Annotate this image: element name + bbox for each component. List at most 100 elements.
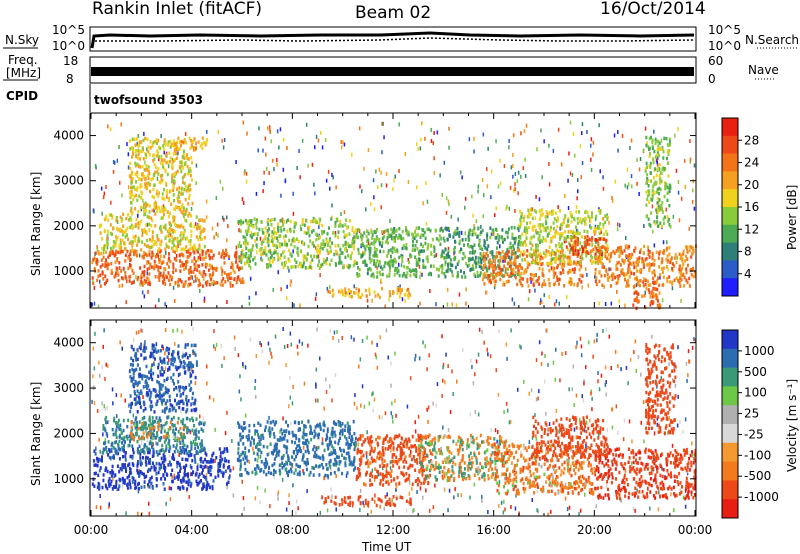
- data-cell: [578, 267, 581, 272]
- data-cell: [181, 192, 184, 196]
- data-cell: [148, 272, 151, 276]
- data-cell: [107, 262, 110, 267]
- data-cell: [92, 459, 95, 463]
- data-cell: [519, 263, 522, 267]
- data-cell: [147, 149, 150, 154]
- data-cell: [113, 456, 115, 460]
- data-cell: [271, 218, 273, 222]
- data-cell: [551, 257, 554, 261]
- data-cell: [405, 228, 408, 232]
- data-cell: [118, 246, 121, 250]
- data-cell: [156, 141, 159, 145]
- noise-cell: [140, 440, 143, 445]
- data-cell: [118, 261, 121, 265]
- noise-cell: [602, 328, 604, 333]
- data-cell: [526, 265, 529, 270]
- noise-cell: [421, 470, 424, 475]
- data-cell: [640, 270, 643, 274]
- noise-cell: [517, 223, 520, 228]
- data-cell: [182, 153, 185, 157]
- data-cell: [202, 257, 205, 261]
- data-cell: [91, 276, 94, 280]
- data-cell: [186, 260, 189, 264]
- noise-cell: [414, 429, 417, 434]
- data-cell: [674, 253, 677, 257]
- data-cell: [240, 250, 243, 255]
- data-cell: [141, 146, 144, 150]
- data-cell: [345, 233, 348, 238]
- data-cell: [183, 267, 186, 271]
- data-cell: [221, 283, 224, 287]
- data-cell: [418, 257, 421, 262]
- noise-cell: [385, 328, 388, 333]
- noise-cell: [332, 175, 334, 180]
- data-cell: [652, 276, 655, 280]
- data-cell: [110, 474, 113, 478]
- noise-cell: [177, 373, 180, 377]
- noise-cell: [452, 392, 454, 396]
- noise-cell: [605, 484, 608, 489]
- data-cell: [635, 277, 638, 282]
- data-cell: [323, 260, 326, 264]
- noise-cell: [693, 337, 695, 342]
- noise-cell: [184, 132, 187, 136]
- data-cell: [441, 249, 444, 253]
- data-cell: [340, 288, 343, 292]
- data-cell: [267, 262, 270, 267]
- noise-cell: [381, 466, 384, 470]
- colorbar-tick-label: 20: [744, 178, 759, 192]
- noise-cell: [125, 511, 127, 516]
- data-cell: [679, 284, 682, 288]
- data-cell: [137, 209, 140, 214]
- data-cell: [646, 197, 649, 202]
- data-cell: [486, 247, 489, 251]
- data-cell: [181, 154, 184, 159]
- noise-cell: [297, 506, 299, 511]
- noise-cell: [656, 422, 659, 427]
- data-cell: [564, 214, 567, 218]
- data-cell: [647, 184, 650, 188]
- noise-cell: [380, 170, 382, 175]
- data-cell: [155, 191, 158, 196]
- data-cell: [595, 214, 598, 219]
- data-cell: [141, 270, 144, 275]
- data-cell: [544, 226, 547, 231]
- data-cell: [101, 247, 104, 251]
- data-cell: [615, 267, 618, 271]
- data-cell: [157, 275, 160, 279]
- noise-cell: [414, 353, 417, 358]
- data-cell: [141, 149, 144, 153]
- data-cell: [318, 217, 321, 222]
- noise-cell: [105, 362, 107, 367]
- noise-cell: [559, 378, 561, 383]
- noise-cell: [277, 492, 279, 497]
- data-cell: [562, 268, 564, 272]
- data-cell: [581, 274, 584, 278]
- data-cell: [648, 146, 651, 151]
- noise-cell: [262, 148, 264, 153]
- data-cell: [638, 259, 640, 263]
- noise-cell: [259, 454, 262, 459]
- data-cell: [244, 236, 247, 240]
- data-cell: [424, 236, 427, 241]
- data-cell: [629, 261, 632, 266]
- data-cell: [174, 280, 177, 285]
- data-cell: [520, 222, 522, 226]
- noise-cell: [221, 363, 223, 368]
- data-cell: [554, 211, 557, 215]
- noise-cell: [523, 379, 525, 384]
- noise-cell: [226, 300, 228, 304]
- data-cell: [431, 237, 434, 242]
- data-cell: [405, 266, 408, 270]
- data-cell: [549, 240, 552, 244]
- noise-cell: [633, 265, 635, 270]
- data-cell: [108, 477, 111, 481]
- noise-cell: [136, 141, 139, 146]
- data-cell: [506, 250, 509, 254]
- noise-cell: [249, 276, 252, 281]
- noise-cell: [509, 185, 512, 190]
- noise-cell: [373, 207, 376, 212]
- noise-cell: [232, 466, 235, 471]
- data-cell: [667, 161, 669, 165]
- noise-cell: [292, 384, 294, 389]
